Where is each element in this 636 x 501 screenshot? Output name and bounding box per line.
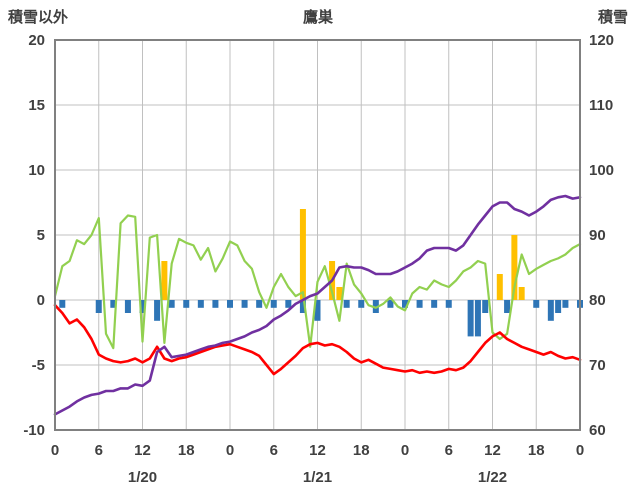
blue-bars-bar <box>555 300 562 313</box>
hour-tick-label: 0 <box>226 442 234 459</box>
blue-bars-bar <box>416 300 423 308</box>
hour-tick-label: 12 <box>309 442 326 459</box>
left-axis-tick-label: 15 <box>28 97 45 114</box>
left-axis-tick-label: 5 <box>37 227 45 244</box>
blue-bars-bar <box>358 300 365 308</box>
left-axis-tick-label: 10 <box>28 162 45 179</box>
blue-bars-bar <box>241 300 248 308</box>
blue-bars-bar <box>482 300 489 313</box>
blue-bars-bar <box>124 300 131 313</box>
blue-bars-bar <box>504 300 511 313</box>
blue-bars-bar <box>139 300 146 313</box>
blue-bars-bar <box>197 300 204 308</box>
plot-frame <box>54 39 581 431</box>
hour-tick-label: 0 <box>576 442 584 459</box>
orange-bars-bar <box>496 274 503 300</box>
blue-bars-bar <box>183 300 190 308</box>
hour-tick-label: 6 <box>95 442 103 459</box>
right-axis-tick-label: 70 <box>589 357 606 374</box>
blue-bars-bar <box>533 300 540 308</box>
blue-bars-bar <box>562 300 569 308</box>
orange-bars-bar <box>511 235 518 300</box>
date-label: 1/21 <box>303 469 332 486</box>
orange-bars-bar <box>518 287 525 300</box>
blue-bars-bar <box>256 300 263 308</box>
blue-bars-bar <box>212 300 219 308</box>
right-axis-tick-label: 80 <box>589 292 606 309</box>
blue-bars-bar <box>467 300 474 337</box>
left-axis-title: 積雪以外 <box>8 9 69 26</box>
blue-bars-bar <box>431 300 438 308</box>
blue-bars-bar <box>387 300 394 308</box>
blue-bars-bar <box>547 300 554 321</box>
left-axis-tick-label: 20 <box>28 32 45 49</box>
blue-bars-bar <box>402 300 408 308</box>
red-line <box>53 303 582 376</box>
blue-bars-bar <box>314 300 321 321</box>
hour-tick-label: 0 <box>51 442 59 459</box>
right-axis-tick-label: 100 <box>589 162 614 179</box>
hour-tick-label: 0 <box>401 442 409 459</box>
right-axis-tick-label: 90 <box>589 227 606 244</box>
hour-tick-label: 12 <box>484 442 501 459</box>
right-axis-title: 積雪 <box>597 9 628 26</box>
blue-bars-bar <box>285 300 292 308</box>
blue-bars-bar <box>474 300 481 337</box>
blue-bars-bar <box>343 300 350 308</box>
blue-bars-bar <box>95 300 102 313</box>
orange-bars-bar <box>299 209 306 300</box>
hour-tick-label: 18 <box>353 442 370 459</box>
left-axis-tick-label: -10 <box>23 422 45 439</box>
blue-bars-bar <box>168 300 175 308</box>
blue-bars-bar <box>445 300 452 308</box>
hour-tick-label: 6 <box>270 442 278 459</box>
blue-bars-bar <box>59 300 66 308</box>
left-axis-tick-label: -5 <box>32 357 45 374</box>
blue-bars-bar <box>372 300 379 313</box>
hour-tick-label: 6 <box>445 442 453 459</box>
right-axis-tick-label: 60 <box>589 422 606 439</box>
right-axis-tick-label: 120 <box>589 32 614 49</box>
hour-tick-label: 18 <box>528 442 545 459</box>
green-line <box>53 214 582 350</box>
left-axis-tick-label: 0 <box>37 292 45 309</box>
blue-bars-bar <box>110 300 117 308</box>
orange-bars-bar <box>336 287 343 300</box>
hour-tick-label: 12 <box>134 442 151 459</box>
hour-tick-label: 18 <box>178 442 195 459</box>
blue-bars-bar <box>270 300 277 308</box>
date-label: 1/20 <box>128 469 157 486</box>
chart-title: 鷹巣 <box>302 9 333 26</box>
blue-bars-bar <box>154 300 161 321</box>
right-axis-tick-label: 110 <box>589 97 613 114</box>
blue-bars-bar <box>299 300 306 313</box>
purple-line <box>53 194 582 416</box>
orange-bars-bar <box>161 261 168 300</box>
blue-bars-bar <box>227 300 233 308</box>
date-label: 1/22 <box>478 469 507 486</box>
